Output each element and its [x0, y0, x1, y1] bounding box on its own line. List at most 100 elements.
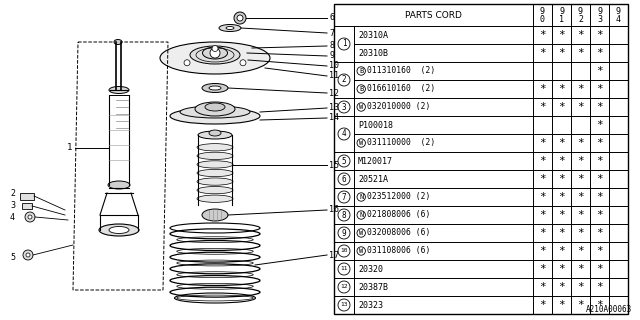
- Text: 8: 8: [342, 211, 346, 220]
- Bar: [354, 260, 533, 278]
- Text: *: *: [558, 282, 565, 292]
- Bar: [533, 98, 552, 116]
- Text: 5: 5: [10, 253, 15, 262]
- Bar: [552, 44, 571, 62]
- Bar: [533, 188, 552, 206]
- Text: *: *: [577, 282, 584, 292]
- Circle shape: [184, 60, 190, 66]
- Text: *: *: [596, 174, 603, 184]
- Text: 7: 7: [329, 28, 334, 37]
- Bar: [533, 152, 552, 170]
- Bar: [533, 278, 552, 296]
- Text: *: *: [558, 156, 565, 166]
- Bar: [590, 134, 609, 152]
- Ellipse shape: [190, 46, 240, 64]
- Circle shape: [23, 250, 33, 260]
- Text: *: *: [577, 228, 584, 238]
- Text: 6: 6: [329, 13, 334, 22]
- Text: 20320: 20320: [358, 265, 383, 274]
- Bar: [354, 134, 533, 152]
- Text: *: *: [577, 138, 584, 148]
- Bar: [354, 278, 533, 296]
- Text: N: N: [359, 212, 364, 218]
- Bar: [590, 296, 609, 314]
- Text: B: B: [359, 68, 364, 74]
- Bar: [334, 98, 354, 116]
- Ellipse shape: [209, 130, 221, 136]
- Bar: [571, 170, 590, 188]
- Text: 031108006 (6): 031108006 (6): [367, 246, 431, 255]
- Bar: [609, 260, 628, 278]
- Bar: [533, 224, 552, 242]
- Text: *: *: [558, 246, 565, 256]
- Ellipse shape: [170, 108, 260, 124]
- Text: *: *: [577, 210, 584, 220]
- Text: 2: 2: [342, 76, 346, 84]
- Bar: [552, 278, 571, 296]
- Bar: [354, 62, 533, 80]
- Bar: [552, 4, 571, 26]
- Bar: [571, 278, 590, 296]
- Ellipse shape: [202, 47, 227, 59]
- Bar: [590, 188, 609, 206]
- Bar: [609, 98, 628, 116]
- Bar: [590, 206, 609, 224]
- Text: 11: 11: [329, 71, 339, 81]
- Bar: [590, 260, 609, 278]
- Text: 10: 10: [340, 249, 348, 253]
- Bar: [334, 62, 354, 98]
- Bar: [552, 116, 571, 134]
- Text: 8: 8: [329, 42, 334, 51]
- Bar: [552, 260, 571, 278]
- Text: *: *: [596, 66, 603, 76]
- Bar: [552, 224, 571, 242]
- Text: *: *: [539, 156, 546, 166]
- Bar: [533, 4, 552, 26]
- Bar: [334, 224, 354, 242]
- Text: *: *: [539, 228, 546, 238]
- Ellipse shape: [197, 161, 233, 168]
- Text: 9: 9: [540, 6, 545, 15]
- Ellipse shape: [180, 106, 250, 118]
- Bar: [590, 116, 609, 134]
- Ellipse shape: [202, 84, 228, 92]
- Text: 9: 9: [597, 6, 602, 15]
- Text: 20310B: 20310B: [358, 49, 388, 58]
- Text: *: *: [539, 48, 546, 58]
- Ellipse shape: [197, 187, 233, 194]
- Text: 20387B: 20387B: [358, 283, 388, 292]
- Text: 9: 9: [578, 6, 583, 15]
- Bar: [552, 152, 571, 170]
- Bar: [571, 152, 590, 170]
- Text: 4: 4: [10, 212, 15, 221]
- Text: 3: 3: [342, 102, 346, 111]
- Text: 3: 3: [597, 14, 602, 23]
- Ellipse shape: [109, 227, 129, 234]
- Bar: [354, 44, 533, 62]
- Text: 15: 15: [329, 161, 339, 170]
- Bar: [590, 152, 609, 170]
- Bar: [334, 260, 354, 278]
- Text: A210A00063: A210A00063: [586, 305, 632, 314]
- Text: *: *: [558, 84, 565, 94]
- Bar: [334, 116, 354, 152]
- Bar: [590, 80, 609, 98]
- Text: 023512000 (2): 023512000 (2): [367, 193, 431, 202]
- Text: *: *: [539, 264, 546, 274]
- Bar: [334, 296, 354, 314]
- Text: *: *: [577, 48, 584, 58]
- Text: *: *: [577, 192, 584, 202]
- Text: 016610160  (2): 016610160 (2): [367, 84, 436, 93]
- Text: 9: 9: [329, 52, 334, 60]
- Bar: [354, 116, 533, 134]
- Bar: [552, 206, 571, 224]
- Text: 031110000  (2): 031110000 (2): [367, 139, 436, 148]
- Ellipse shape: [226, 27, 234, 29]
- Text: 17: 17: [329, 251, 339, 260]
- Bar: [571, 80, 590, 98]
- Ellipse shape: [195, 102, 235, 116]
- Bar: [571, 242, 590, 260]
- Text: *: *: [596, 84, 603, 94]
- Text: 9: 9: [559, 6, 564, 15]
- Text: *: *: [596, 264, 603, 274]
